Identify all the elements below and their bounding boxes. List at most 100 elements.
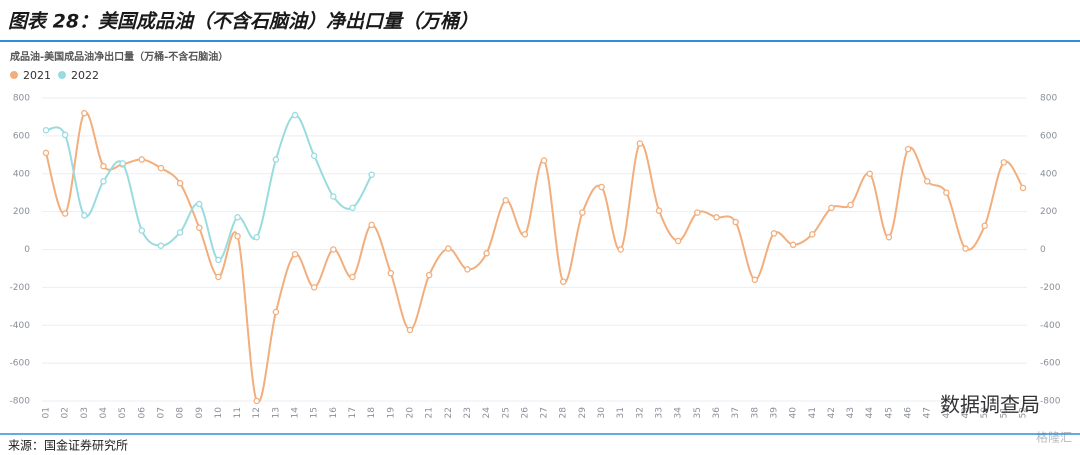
point	[751, 276, 759, 284]
point	[579, 209, 586, 216]
point	[330, 246, 337, 253]
point	[215, 273, 222, 281]
x-tick-label: 30	[597, 407, 607, 419]
y-tick-label: -800	[10, 397, 31, 407]
point	[904, 145, 912, 153]
x-tick-label: 17	[348, 407, 358, 418]
x-tick-label: 13	[271, 407, 281, 418]
point	[42, 149, 50, 157]
y2-tick-label: 400	[1040, 169, 1057, 179]
point	[330, 193, 337, 200]
page-title: 图表 28：美国成品油（不含石脑油）净出口量（万桶）	[8, 11, 478, 33]
point	[406, 326, 414, 334]
point	[885, 233, 893, 241]
x-tick-label: 32	[635, 407, 645, 418]
x-tick-label: 26	[520, 407, 530, 419]
x-tick-label: 37	[731, 407, 741, 418]
y2-tick-label: -800	[1040, 397, 1061, 407]
y2-tick-label: -400	[1040, 321, 1061, 331]
x-tick-label: 51	[999, 407, 1009, 418]
x-tick-label: 02	[61, 407, 71, 418]
point	[483, 250, 490, 257]
point	[502, 197, 510, 204]
point	[521, 231, 529, 238]
point	[694, 209, 701, 216]
point	[540, 157, 548, 164]
x-tick-label: 41	[808, 407, 818, 418]
x-tick-label: 22	[444, 407, 454, 418]
y-tick-label: 200	[13, 207, 30, 217]
point	[770, 230, 778, 237]
x-tick-label: 03	[80, 407, 90, 418]
x-tick-label: 09	[195, 407, 205, 419]
x-tick-label: 04	[99, 407, 109, 419]
point	[234, 232, 241, 240]
x-tick-label: 43	[846, 407, 856, 418]
watermark: 格隆汇	[1036, 430, 1072, 445]
point	[349, 273, 356, 281]
point	[809, 231, 816, 238]
x-tick-label: 10	[214, 407, 224, 419]
legend-marker	[58, 71, 66, 79]
x-tick-label: 34	[674, 407, 684, 419]
x-tick-label: 40	[789, 407, 799, 419]
point	[100, 162, 107, 170]
y2-tick-label: 800	[1040, 94, 1057, 104]
y-tick-label: 800	[13, 94, 30, 104]
point	[445, 245, 452, 252]
y-tick-label: 600	[13, 131, 30, 141]
point	[291, 250, 299, 258]
x-tick-label: 28	[559, 407, 569, 419]
x-tick-label: 24	[482, 407, 492, 419]
point	[732, 218, 739, 226]
x-tick-label: 08	[176, 407, 186, 419]
x-tick-label: 14	[291, 407, 301, 419]
point	[674, 237, 682, 245]
x-tick-label: 21	[425, 407, 435, 418]
y-tick-label: -600	[10, 359, 31, 369]
x-tick-label: 39	[769, 407, 779, 419]
x-tick-label: 29	[578, 407, 588, 419]
x-tick-label: 50	[980, 407, 990, 419]
x-tick-label: 45	[884, 407, 894, 418]
x-tick-label: 18	[367, 407, 377, 419]
point	[253, 233, 260, 241]
point	[61, 210, 69, 217]
point	[138, 156, 146, 163]
point	[100, 178, 107, 185]
y-tick-label: 0	[24, 245, 30, 255]
point	[713, 214, 720, 221]
chart-subtitle: 成品油-美国成品油净出口量（万桶-不含石脑油）	[10, 50, 228, 63]
point	[42, 126, 50, 134]
y2-tick-label: 600	[1040, 131, 1057, 141]
series-line	[45, 111, 1024, 404]
point	[559, 278, 567, 285]
point	[598, 183, 605, 191]
x-tick-label: 12	[252, 407, 262, 418]
x-tick-label: 47	[923, 407, 933, 418]
x-tick-label: 42	[827, 407, 837, 418]
point	[464, 266, 471, 273]
x-tick-label: 36	[712, 407, 722, 419]
point	[655, 207, 663, 214]
x-tick-label: 01	[42, 407, 52, 418]
x-tick-label: 46	[904, 407, 914, 419]
point	[310, 284, 318, 291]
point	[368, 171, 375, 178]
point	[234, 214, 241, 221]
source: 来源：国金证券研究所	[8, 438, 128, 453]
x-tick-label: 05	[118, 407, 128, 418]
x-tick-label: 19	[386, 407, 396, 419]
legend-label: 2021	[23, 69, 51, 82]
point	[349, 204, 356, 212]
point	[828, 204, 835, 212]
point	[291, 111, 299, 119]
point	[1000, 159, 1008, 166]
point	[981, 222, 988, 230]
x-tick-label: 25	[501, 407, 511, 418]
point	[387, 269, 395, 277]
x-tick-label: 16	[329, 407, 339, 419]
x-tick-label: 06	[137, 407, 147, 419]
